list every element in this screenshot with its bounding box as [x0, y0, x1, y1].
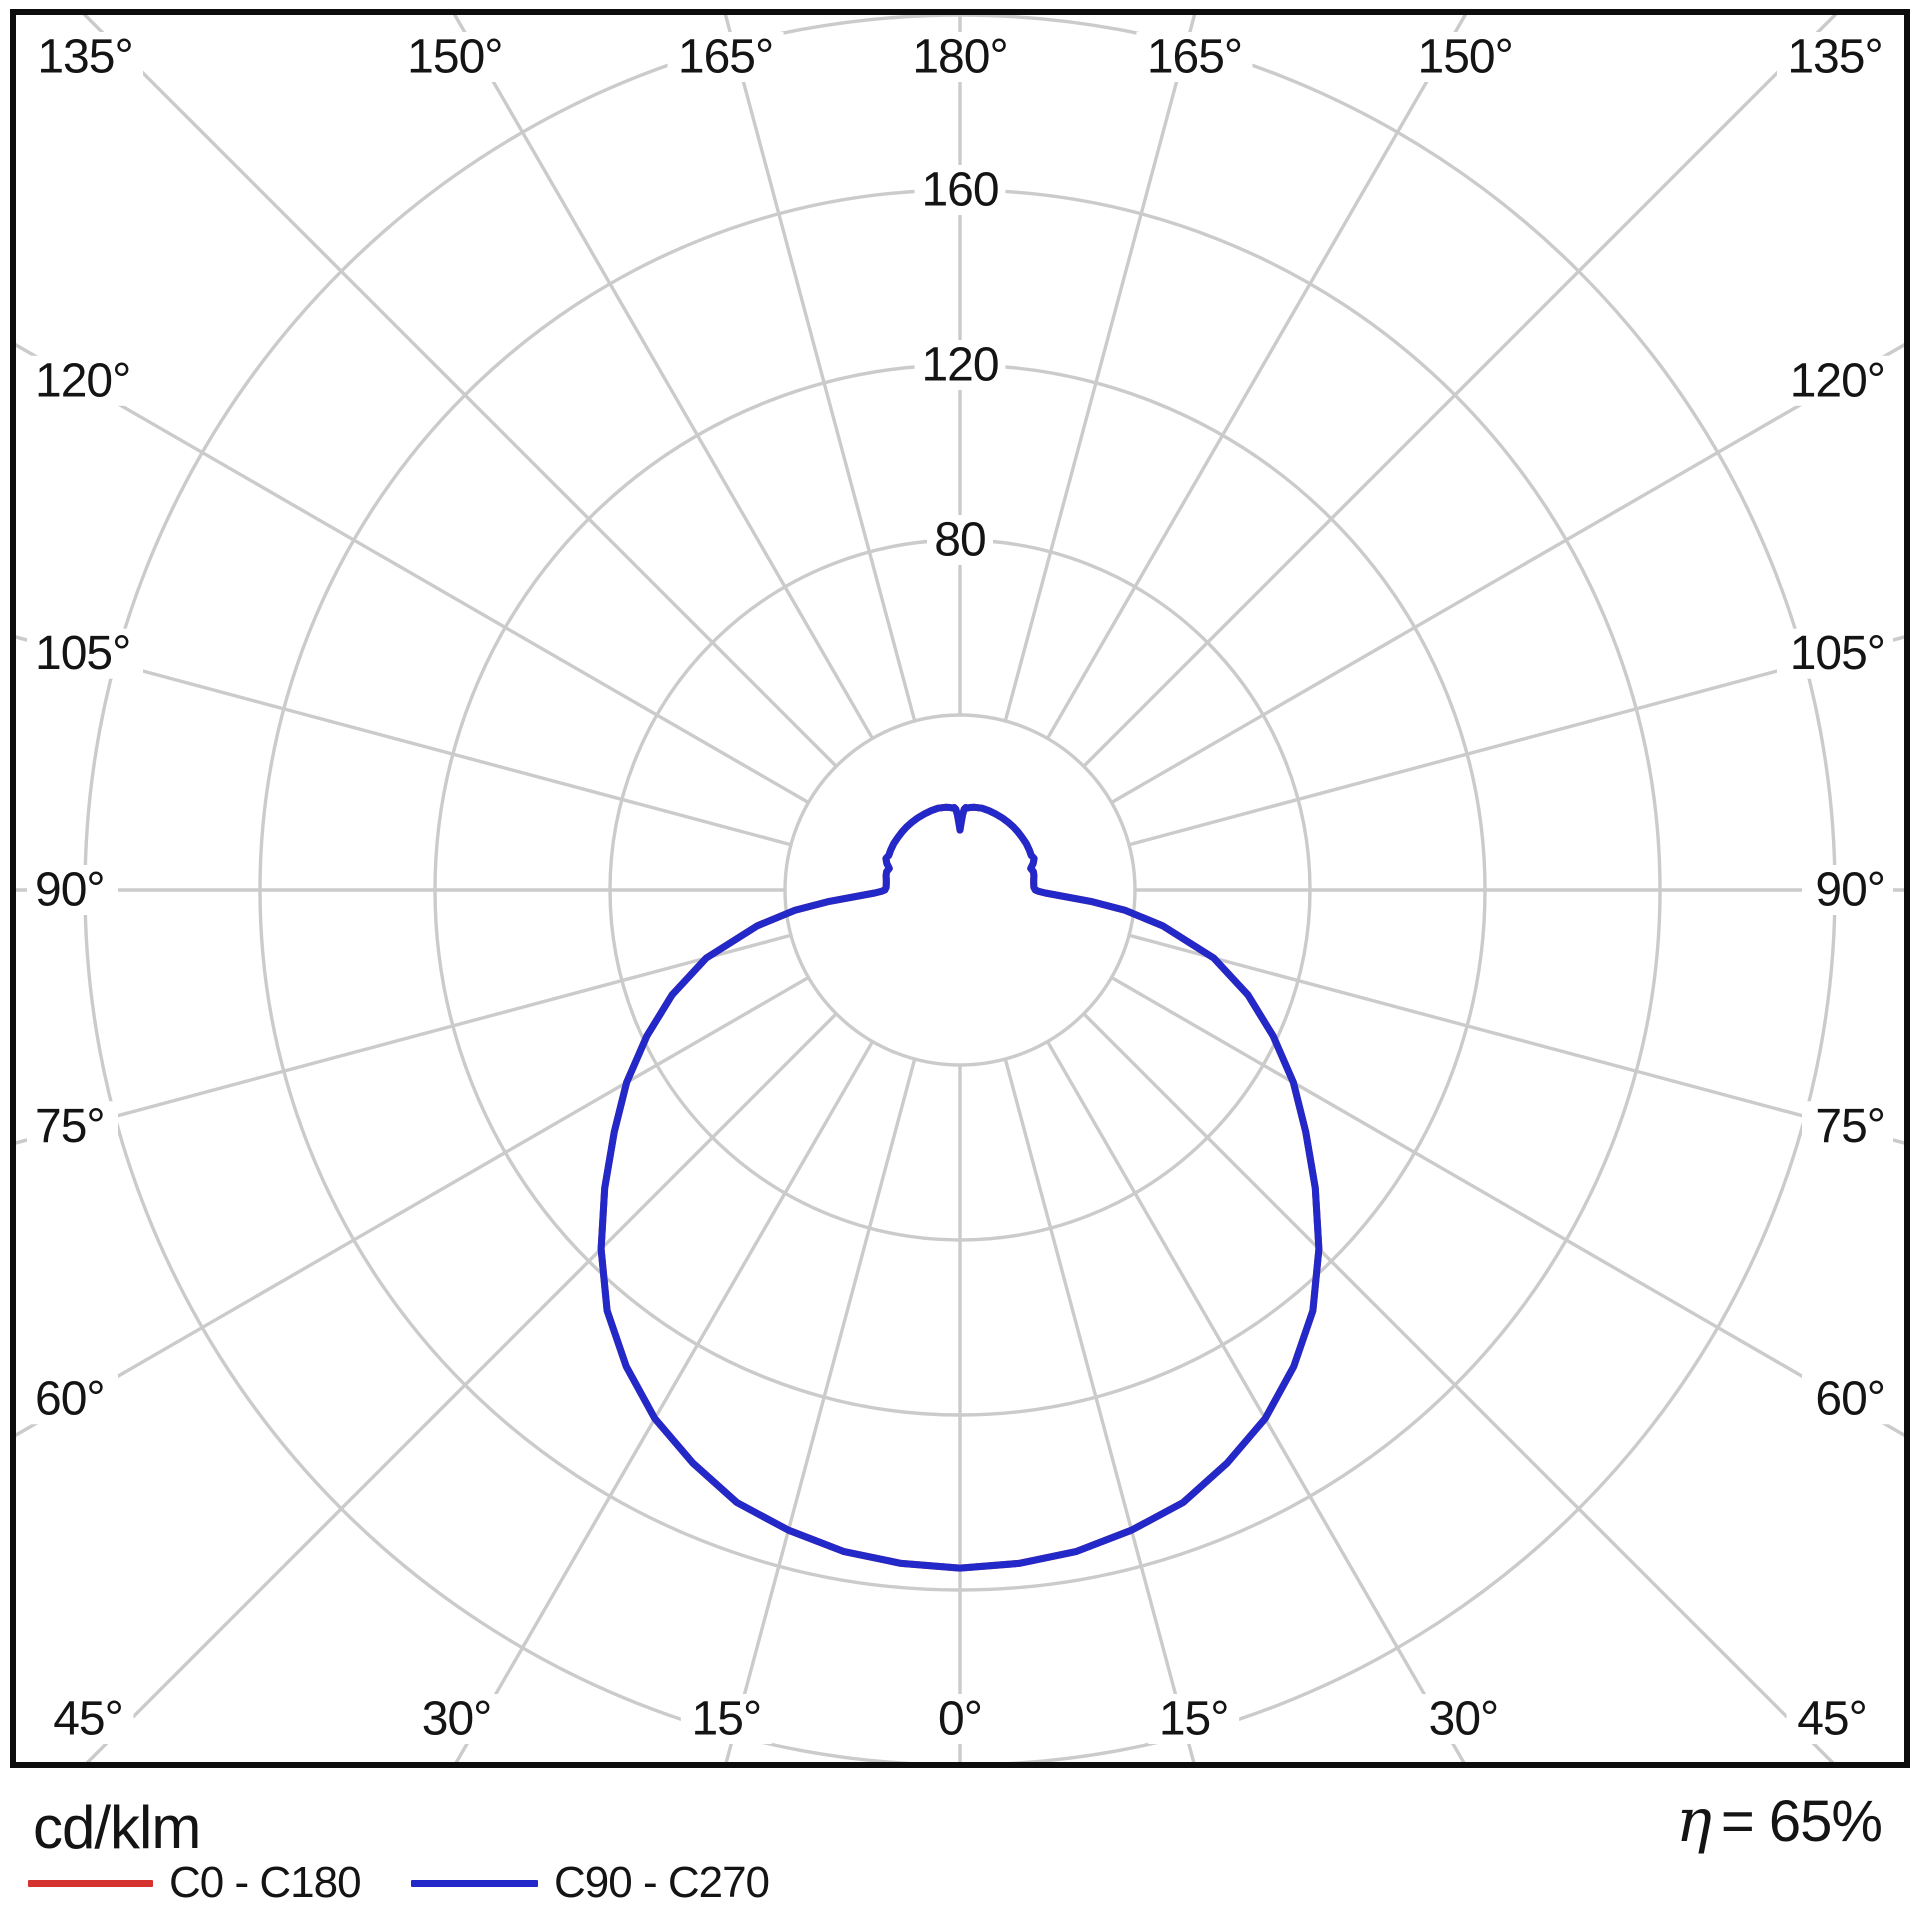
gamma-label: 90° [35, 864, 105, 917]
legend-line-c0-c180-icon [28, 1879, 153, 1887]
gamma-label: 75° [1815, 1100, 1885, 1153]
legend-line-c90-c270-icon [411, 1879, 538, 1887]
radial-tick-label: 160 [921, 164, 998, 217]
gamma-label: 0° [938, 1693, 982, 1746]
gamma-label: 60° [35, 1373, 105, 1426]
gamma-label: 30° [422, 1693, 492, 1746]
gamma-label: 15° [1159, 1693, 1229, 1746]
chart-border [10, 9, 1910, 1768]
gamma-label: 120° [1790, 354, 1885, 407]
radial-tick-label: 120 [921, 339, 998, 392]
gamma-label: 105° [35, 627, 130, 680]
gamma-label: 165° [678, 31, 773, 84]
gamma-label: 150° [407, 31, 502, 84]
legend-label-c0-c180: C0 - C180 [169, 1858, 362, 1907]
gamma-label: 60° [1815, 1373, 1885, 1426]
legend-label-c90-c270: C90 - C270 [554, 1858, 770, 1907]
gamma-label: 165° [1147, 31, 1242, 84]
gamma-label: 45° [53, 1693, 123, 1746]
legend-item-c90-c270: C90 - C270 [411, 1856, 770, 1910]
gamma-label: 135° [37, 31, 132, 84]
eta-symbol: η [1675, 1786, 1712, 1856]
gamma-label: 15° [692, 1693, 762, 1746]
gamma-label: 105° [1790, 627, 1885, 680]
legend-item-c0-c180: C0 - C180 [28, 1856, 362, 1910]
gamma-label: 45° [1797, 1693, 1867, 1746]
units-label: cd/klm [33, 1794, 201, 1861]
gamma-label: 180° [912, 31, 1007, 84]
gamma-label: 135° [1787, 31, 1882, 84]
curve-c90-c270 [597, 803, 1323, 1572]
radial-tick-label: 80 [934, 514, 985, 567]
gamma-label: 120° [35, 354, 130, 407]
gamma-label: 75° [35, 1100, 105, 1153]
gamma-label: 150° [1418, 31, 1513, 84]
efficiency-value: = 65% [1720, 1789, 1883, 1854]
gamma-label: 90° [1815, 864, 1885, 917]
efficiency-label: η = 65% [1675, 1786, 1883, 1856]
gamma-label: 30° [1429, 1693, 1499, 1746]
